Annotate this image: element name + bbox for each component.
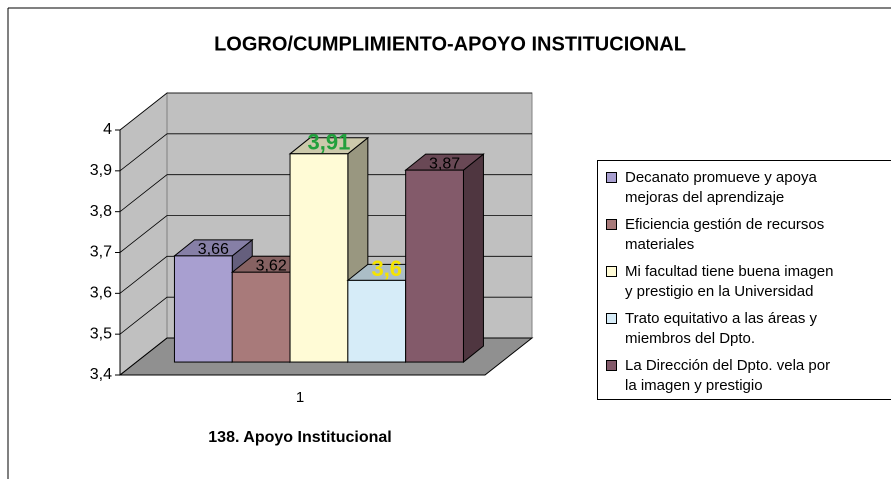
bar <box>347 279 407 363</box>
grid-line <box>119 92 532 131</box>
data-label: 3,62 <box>256 257 287 274</box>
legend-swatch <box>606 266 617 277</box>
y-tick-label: 3,4 <box>90 366 112 383</box>
y-tick-label: 3,7 <box>90 244 112 261</box>
legend-swatch <box>606 360 617 371</box>
legend-swatch <box>606 219 617 230</box>
bar-side <box>462 153 484 364</box>
legend-label: Mi facultad tiene buena imagen y prestig… <box>625 263 834 300</box>
legend-item: La Dirección del Dpto. vela por la image… <box>606 356 891 396</box>
y-tick-label: 3,8 <box>90 203 112 220</box>
data-label: 3,87 <box>429 155 460 172</box>
data-label: 3,66 <box>198 241 229 258</box>
legend-label: Trato equitativo a las áreas y miembros … <box>625 310 818 347</box>
legend-label: Eficiencia gestión de recursos materiale… <box>625 216 825 253</box>
x-tick-label: 1 <box>296 389 304 406</box>
y-tick-label: 3,5 <box>90 325 112 342</box>
legend-item: Eficiencia gestión de recursos materiale… <box>606 215 891 255</box>
legend-label: La Dirección del Dpto. vela por la image… <box>625 357 831 394</box>
legend-label: Decanato promueve y apoya mejoras del ap… <box>625 169 817 206</box>
legend-item: Decanato promueve y apoya mejoras del ap… <box>606 168 891 208</box>
legend-item: Trato equitativo a las áreas y miembros … <box>606 309 891 349</box>
x-axis-title: 138. Apoyo Institucional <box>208 429 391 446</box>
bar <box>173 255 233 363</box>
legend-swatch <box>606 313 617 324</box>
grid-line <box>119 133 532 172</box>
y-tick-label: 3,6 <box>90 285 112 302</box>
chart-title: LOGRO/CUMPLIMIENTO-APOYO INSTITUCIONAL <box>214 33 686 55</box>
bar <box>405 169 464 363</box>
data-label: 3,6 <box>371 256 402 281</box>
bar <box>289 153 349 363</box>
data-label: 3,91 <box>308 130 351 155</box>
y-tick-label: 3,9 <box>90 162 112 179</box>
bar <box>231 271 291 363</box>
legend-item: Mi facultad tiene buena imagen y prestig… <box>606 262 891 302</box>
y-tick-label: 4 <box>103 121 112 138</box>
legend-swatch <box>606 172 617 183</box>
legend: Decanato promueve y apoya mejoras del ap… <box>597 160 891 400</box>
